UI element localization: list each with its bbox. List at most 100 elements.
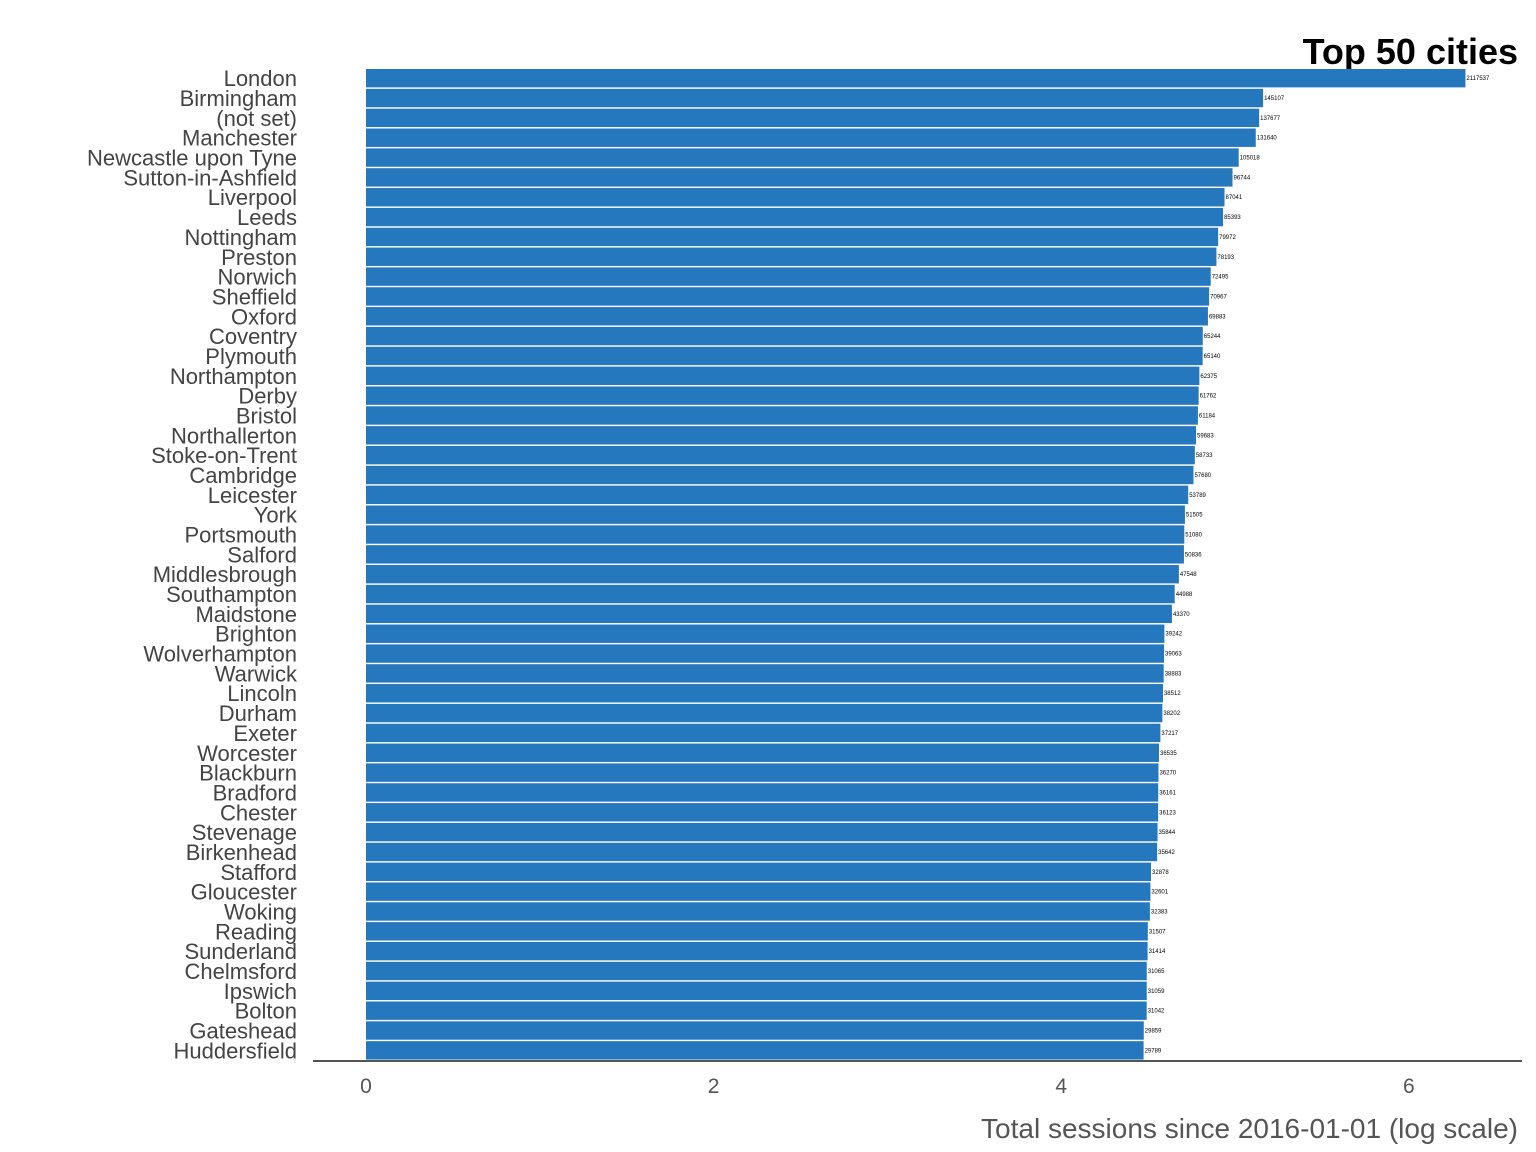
value-label-chester: 36123 [1159,810,1176,816]
value-label-portsmouth: 51080 [1185,533,1202,539]
value-label-stafford: 32878 [1152,870,1169,876]
category-label-chester: Chester [220,800,297,825]
bar-northampton [366,366,1200,385]
bar-woking [366,902,1150,921]
value-label-derby: 61762 [1200,394,1217,400]
bar-plymouth [366,346,1203,366]
bar-norwich [366,267,1211,286]
category-label-sheffield: Sheffield [212,284,297,309]
category-label-portsmouth: Portsmouth [185,523,298,548]
bar-leicester [366,485,1189,505]
category-label-northallerton: Northallerton [171,423,297,448]
bar-bristol [366,406,1198,425]
bar-gateshead [366,1021,1144,1040]
value-label-gloucester: 32601 [1151,890,1168,896]
bar-brighton [366,624,1165,643]
category-label-maidstone: Maidstone [195,602,297,627]
bar-cambridge [366,465,1194,485]
bar-salford [366,545,1184,564]
category-label-stoke-on-trent: Stoke-on-Trent [151,443,297,468]
bar-oxford [366,307,1208,326]
value-label-ipswich: 31059 [1148,989,1165,995]
bar-coventry [366,326,1203,346]
bar-chelmsford [366,961,1147,981]
bar-sutton-in-ashfield [366,168,1233,187]
value-label-birkenhead: 35642 [1158,850,1175,856]
value-label-birmingham: 145107 [1264,96,1285,102]
bar-chester [366,803,1159,822]
bar-derby [366,386,1199,405]
value-label-warwick: 38883 [1165,671,1182,677]
value-label-salford: 50836 [1185,552,1202,558]
value-label-sheffield: 70967 [1210,294,1227,300]
value-label-middlesbrough: 47548 [1180,572,1197,578]
bar-nottingham [366,227,1219,247]
value-label-nottingham: 79972 [1219,235,1236,241]
category-label-sunderland: Sunderland [184,939,297,964]
category-label-plymouth: Plymouth [205,344,297,369]
category-label-leeds: Leeds [237,205,297,230]
category-label-london: London [224,66,297,91]
category-label-manchester: Manchester [182,126,297,151]
category-label-oxford: Oxford [231,304,297,329]
value-labels-group: 2117537 145107 137677 131640 105018 96744 8704… [1145,76,1490,1054]
bar-wolverhampton [366,644,1165,663]
value-label-preston: 78193 [1217,255,1234,261]
bar-maidstone [366,604,1172,624]
bar-bolton [366,1001,1147,1020]
value-label-huddersfield: 29789 [1145,1048,1162,1054]
bar-leeds [366,207,1224,227]
category-label-sutton-in-ashfield: Sutton-in-Ashfield [123,165,297,190]
value-label-not-set: 137677 [1260,116,1281,122]
value-label-sunderland: 31414 [1149,949,1166,955]
value-label-chelmsford: 31065 [1148,969,1165,975]
x-tick-label-0: 0 [360,1075,372,1098]
value-label-woking: 32383 [1151,909,1168,915]
value-label-coventry: 65244 [1204,334,1221,340]
bar-bradford [366,783,1159,802]
bar-birkenhead [366,842,1158,862]
value-label-northallerton: 59683 [1197,433,1214,439]
bar-stevenage [366,822,1158,842]
value-label-durham: 38202 [1163,711,1180,717]
category-label-northampton: Northampton [170,364,297,389]
category-label-bristol: Bristol [236,403,297,428]
value-label-sutton-in-ashfield: 96744 [1234,175,1251,181]
category-label-coventry: Coventry [209,324,297,349]
category-label-newcastle-upon-tyne: Newcastle upon Tyne [87,146,297,171]
category-label-woking: Woking [224,899,297,924]
category-label-stevenage: Stevenage [192,820,297,845]
value-label-bradford: 36161 [1159,790,1176,796]
category-label-liverpool: Liverpool [208,185,297,210]
bar-northallerton [366,426,1197,445]
value-label-stoke-on-trent: 58733 [1196,453,1213,459]
bar-reading [366,922,1148,941]
value-label-wolverhampton: 39063 [1165,652,1182,658]
category-label-norwich: Norwich [218,265,297,290]
value-label-plymouth: 65140 [1204,354,1221,360]
bars-group [366,69,1466,1060]
value-label-liverpool: 87041 [1226,195,1243,201]
value-label-manchester: 131640 [1257,136,1278,142]
x-tick-label-2: 2 [708,1075,720,1098]
category-label-bradford: Bradford [213,780,297,805]
category-label-worcester: Worcester [197,741,297,766]
category-label-salford: Salford [227,542,297,567]
value-label-brighton: 39242 [1165,632,1182,638]
value-label-worcester: 36535 [1160,751,1177,757]
category-label-middlesbrough: Middlesbrough [153,562,297,587]
bar-middlesbrough [366,565,1179,584]
bar-worcester [366,743,1159,762]
category-label-chelmsford: Chelmsford [185,959,297,984]
bar-lincoln [366,684,1163,703]
category-label-gateshead: Gateshead [189,1019,297,1044]
bar-portsmouth [366,525,1185,544]
category-label-lincoln: Lincoln [227,681,297,706]
value-label-gateshead: 29859 [1145,1029,1162,1035]
bar-preston [366,247,1217,266]
value-label-bristol: 61184 [1199,413,1216,419]
x-tick-label-4: 4 [1055,1075,1067,1098]
value-label-lincoln: 38512 [1164,691,1181,697]
